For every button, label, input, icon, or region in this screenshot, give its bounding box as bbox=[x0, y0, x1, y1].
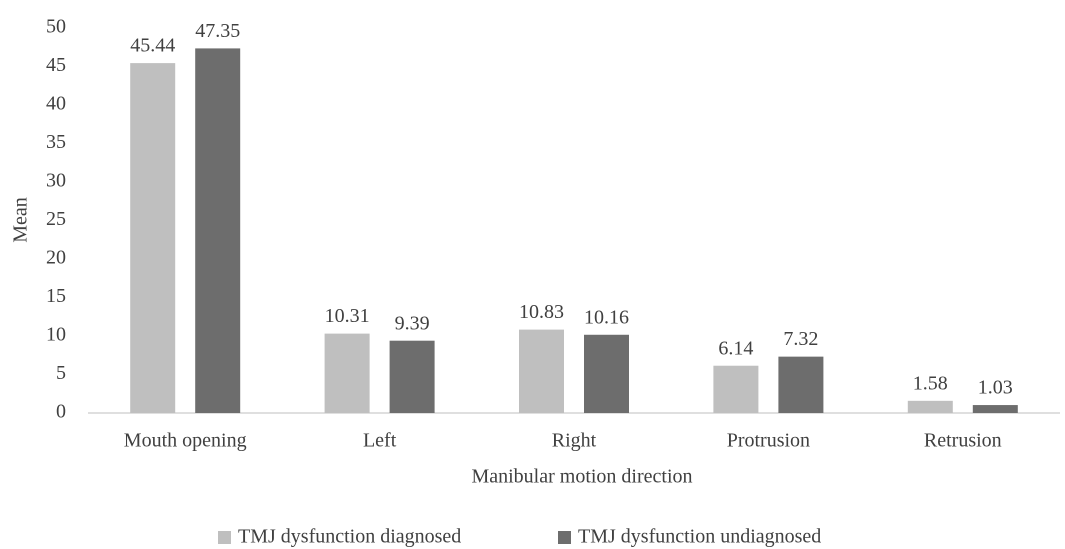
legend-swatch bbox=[558, 531, 571, 544]
bar bbox=[907, 400, 953, 413]
x-tick-label: Protrusion bbox=[727, 430, 810, 452]
y-tick-label: 5 bbox=[56, 362, 66, 384]
value-label: 10.31 bbox=[325, 305, 370, 327]
bar bbox=[195, 48, 241, 413]
bar bbox=[778, 356, 824, 413]
value-label: 10.16 bbox=[584, 306, 629, 328]
x-tick-label: Retrusion bbox=[924, 430, 1002, 452]
y-tick-label: 35 bbox=[46, 131, 66, 153]
bar bbox=[713, 365, 759, 413]
bar bbox=[584, 334, 629, 413]
bar bbox=[130, 63, 176, 413]
y-tick-label: 20 bbox=[46, 247, 66, 269]
x-tick-label: Right bbox=[552, 430, 597, 452]
y-tick-label: 45 bbox=[46, 54, 66, 76]
bar bbox=[389, 340, 435, 413]
y-tick-label: 30 bbox=[46, 170, 66, 192]
value-label: 10.83 bbox=[519, 301, 564, 323]
legend-label: TMJ dysfunction undiagnosed bbox=[578, 526, 821, 548]
value-label: 45.44 bbox=[130, 35, 175, 57]
bar bbox=[324, 333, 370, 413]
y-tick-label: 25 bbox=[46, 208, 66, 230]
y-tick-label: 15 bbox=[46, 285, 66, 307]
value-label: 6.14 bbox=[718, 337, 753, 359]
value-label: 7.32 bbox=[783, 328, 818, 350]
value-label: 1.03 bbox=[978, 377, 1013, 399]
y-axis-label: Mean bbox=[10, 197, 32, 243]
legend-swatch bbox=[218, 531, 231, 544]
bar bbox=[519, 329, 564, 413]
y-tick-label: 40 bbox=[46, 93, 66, 115]
x-axis-label: Manibular motion direction bbox=[471, 466, 692, 488]
bar bbox=[972, 405, 1018, 413]
legend-label: TMJ dysfunction diagnosed bbox=[238, 526, 461, 548]
value-label: 47.35 bbox=[195, 20, 240, 42]
y-tick-label: 50 bbox=[46, 16, 66, 38]
value-label: 9.39 bbox=[395, 312, 430, 334]
y-tick-label: 10 bbox=[46, 324, 66, 346]
y-tick-label: 0 bbox=[56, 401, 66, 423]
x-tick-label: Mouth opening bbox=[124, 430, 247, 452]
x-tick-label: Left bbox=[363, 430, 397, 452]
value-label: 1.58 bbox=[913, 372, 948, 394]
